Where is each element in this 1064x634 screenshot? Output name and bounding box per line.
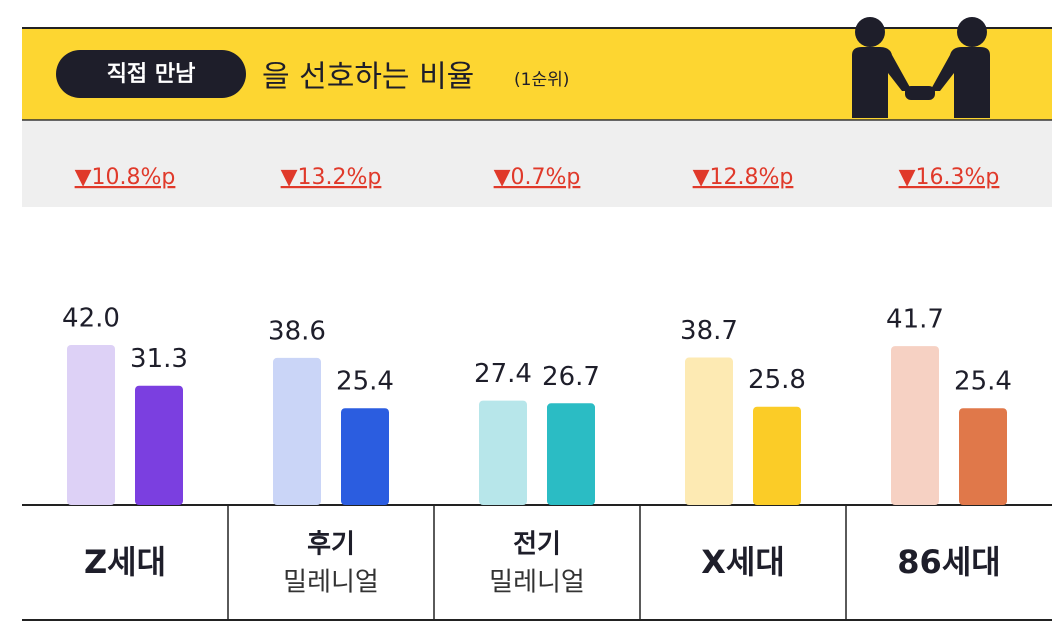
category-label: 후기 xyxy=(307,530,355,560)
change-label: ▼0.7%p xyxy=(494,165,581,190)
bar xyxy=(685,357,733,505)
value-label: 25.4 xyxy=(954,367,1012,397)
category-label: Z세대 xyxy=(84,543,166,581)
value-label: 38.7 xyxy=(680,316,738,346)
value-label: 27.4 xyxy=(474,359,532,389)
value-label: 38.6 xyxy=(268,316,326,346)
value-label: 25.4 xyxy=(336,367,394,397)
bar xyxy=(891,346,939,505)
value-label: 26.7 xyxy=(542,362,600,392)
category-label: 밀레니얼 xyxy=(489,568,585,598)
bar xyxy=(135,385,183,505)
change-label: ▼16.3%p xyxy=(899,165,1000,190)
badge-text: 직접 만남 xyxy=(107,62,196,87)
badge xyxy=(56,50,246,98)
change-label: ▼12.8%p xyxy=(693,165,794,190)
bar xyxy=(959,408,1007,505)
chart-subtitle: (1순위) xyxy=(514,70,569,90)
change-label: ▼10.8%p xyxy=(75,165,176,190)
bar xyxy=(547,403,595,505)
bar xyxy=(479,400,527,505)
bar xyxy=(273,357,321,505)
value-label: 41.7 xyxy=(886,305,944,335)
category-label: 밀레니얼 xyxy=(283,568,379,598)
value-label: 31.3 xyxy=(130,344,188,374)
handshake-icon xyxy=(852,17,990,118)
value-label: 25.8 xyxy=(748,365,806,395)
bar xyxy=(67,344,115,505)
change-label: ▼13.2%p xyxy=(281,165,382,190)
bar xyxy=(341,408,389,505)
category-label: X세대 xyxy=(701,543,785,581)
category-label: 전기 xyxy=(513,530,561,560)
change-band xyxy=(22,121,1052,207)
bar xyxy=(753,406,801,505)
category-label: 86세대 xyxy=(897,543,1000,581)
chart-title: 을 선호하는 비율 xyxy=(262,60,474,95)
value-label: 42.0 xyxy=(62,303,120,333)
